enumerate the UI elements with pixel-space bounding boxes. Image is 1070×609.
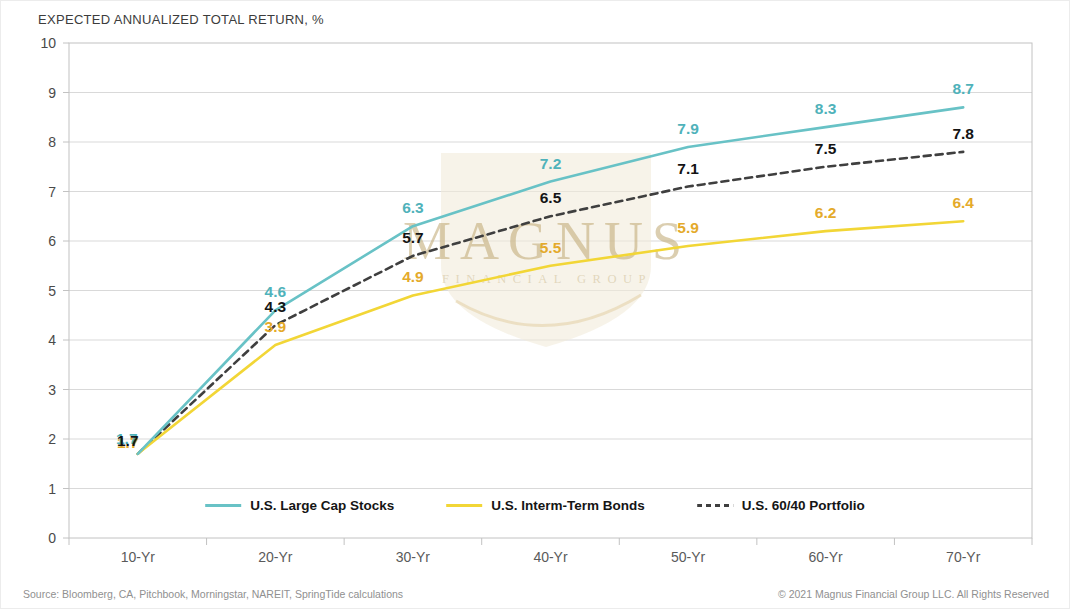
legend-line-sample-yellow	[446, 504, 482, 507]
legend-line-sample-dashed	[697, 504, 733, 507]
y-axis-label: 1	[48, 481, 56, 497]
data-label: 6.4	[952, 194, 974, 211]
data-label: 4.3	[265, 298, 287, 315]
chart-canvas: 0 1 2 3 4 5 6 7 8 9 10 10-Yr 20-Yr 30-Yr 40-Yr 50-Yr 60-…	[0, 0, 1070, 609]
data-label: 6.3	[402, 199, 424, 216]
x-axis-label: 70-Yr	[946, 549, 981, 565]
legend-label: U.S. 60/40 Portfolio	[742, 498, 865, 513]
y-axis-label: 9	[48, 85, 56, 101]
x-axis-label: 60-Yr	[809, 549, 844, 565]
data-label: 6.2	[815, 204, 837, 221]
y-axis-label: 3	[48, 382, 56, 398]
y-axis-label: 4	[48, 332, 56, 348]
x-axis-label: 40-Yr	[533, 549, 568, 565]
x-axis-label: 30-Yr	[396, 549, 431, 565]
chart-legend: U.S. Large Cap Stocks U.S. Interm-Term B…	[205, 498, 865, 513]
data-label: 4.9	[402, 268, 424, 285]
legend-item-interm-term-bonds: U.S. Interm-Term Bonds	[446, 498, 645, 513]
chart-title: EXPECTED ANNUALIZED TOTAL RETURN, %	[38, 12, 324, 27]
data-label: 1.7	[117, 432, 139, 449]
copyright-note: © 2021 Magnus Financial Group LLC. All R…	[778, 588, 1049, 600]
legend-label: U.S. Interm-Term Bonds	[491, 498, 645, 513]
y-axis-label: 10	[40, 35, 56, 51]
data-label: 7.8	[952, 125, 974, 142]
y-axis-label: 8	[48, 134, 56, 150]
data-label: 5.9	[677, 219, 699, 236]
y-axis-label: 6	[48, 233, 56, 249]
data-label: 8.3	[815, 100, 837, 117]
legend-item-large-cap-stocks: U.S. Large Cap Stocks	[205, 498, 394, 513]
data-label: 8.7	[952, 80, 974, 97]
data-label: 6.5	[540, 189, 562, 206]
data-label: 7.5	[815, 140, 837, 157]
source-note: Source: Bloomberg, CA, Pitchbook, Mornin…	[23, 588, 403, 600]
legend-item-60-40-portfolio: U.S. 60/40 Portfolio	[697, 498, 865, 513]
y-axis-label: 2	[48, 431, 56, 447]
data-label: 7.2	[540, 155, 562, 172]
x-axis-label: 20-Yr	[258, 549, 293, 565]
data-label: 7.1	[677, 160, 699, 177]
x-axis-label: 50-Yr	[671, 549, 706, 565]
legend-label: U.S. Large Cap Stocks	[250, 498, 394, 513]
chart-plot: 0 1 2 3 4 5 6 7 8 9 10 10-Yr 20-Yr 30-Yr 40-Yr 50-Yr 60-…	[1, 1, 1070, 609]
y-axis-label: 5	[48, 283, 56, 299]
data-label: 5.5	[540, 239, 562, 256]
watermark-subtext: FINANCIAL GROUP	[442, 272, 652, 286]
data-label: 3.9	[265, 318, 287, 335]
data-label: 7.9	[677, 120, 699, 137]
y-axis-label: 7	[48, 184, 56, 200]
y-axis-label: 0	[48, 530, 56, 546]
data-label: 5.7	[402, 229, 424, 246]
x-axis-label: 10-Yr	[121, 549, 156, 565]
legend-line-sample-teal	[205, 504, 241, 507]
